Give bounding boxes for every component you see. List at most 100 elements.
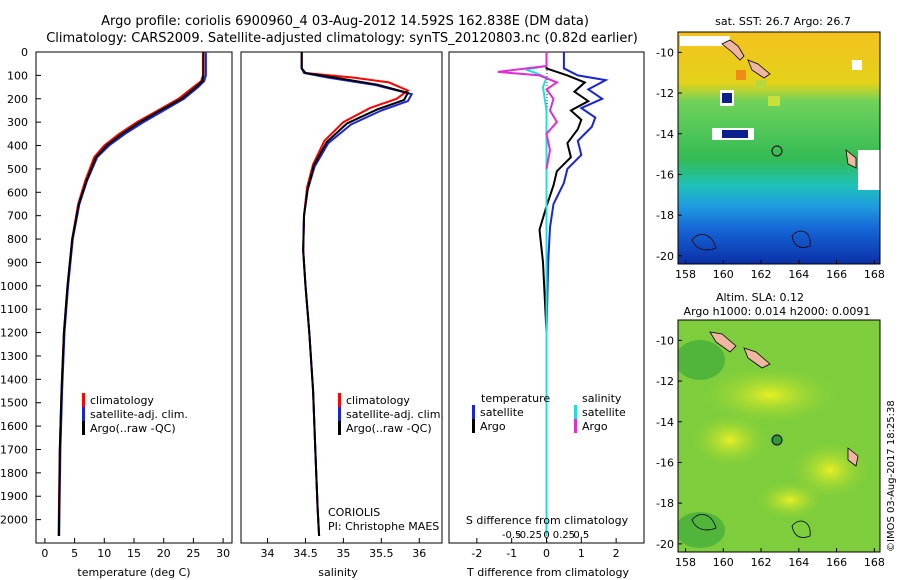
series-line-temperature-satellite <box>545 52 609 536</box>
institution-note: CORIOLIS <box>328 506 380 519</box>
legend-swatch-climatology <box>338 393 341 407</box>
legend-swatch-sal-argo <box>574 419 577 433</box>
depth-tick-label: 800 <box>7 233 28 246</box>
depth-tick-label: 1800 <box>0 467 28 480</box>
legend-swatch-satellite <box>82 407 85 421</box>
contour <box>791 230 811 248</box>
sla-map: Altim. SLA: 0.12 Argo h1000: 0.014 h2000… <box>656 291 885 569</box>
x-tick-label: 35 <box>336 547 350 560</box>
depth-tick-label: 1900 <box>0 490 28 503</box>
lon-tick-label: 166 <box>826 556 847 569</box>
temperature-x-label: temperature (deg C) <box>77 566 190 579</box>
lat-tick-label: -20 <box>656 250 674 263</box>
lat-tick-label: -12 <box>656 87 674 100</box>
s-tick-label: 0 <box>543 530 549 541</box>
imos-timestamp: ©IMOS 03-Aug-2017 18:25:38 <box>886 400 897 552</box>
s-tick-label: -0.5 <box>502 530 522 541</box>
x-tick-label: -2 <box>471 547 482 560</box>
legend-swatch-climatology <box>82 393 85 407</box>
depth-tick-label: 1400 <box>0 373 28 386</box>
contour <box>691 234 717 251</box>
depth-tick-label: 1100 <box>0 303 28 316</box>
temperature-x-ticks: 0 5 10 15 20 25 30 <box>41 538 230 560</box>
difference-s-ticks: -0.5-0.25 0 0.250.5 <box>502 530 589 541</box>
argo-location-marker <box>771 434 783 446</box>
lat-tick-label: -16 <box>656 168 674 181</box>
lon-tick-label: 160 <box>713 268 734 281</box>
lat-tick-label: -20 <box>656 538 674 551</box>
x-tick-label: 30 <box>216 547 230 560</box>
s-tick-label: 0.5 <box>573 530 589 541</box>
sst-patch <box>736 70 746 80</box>
lon-tick-label: 168 <box>864 556 885 569</box>
sst-patch <box>756 80 766 88</box>
lon-tick-label: 164 <box>788 268 809 281</box>
lat-tick-label: -16 <box>656 456 674 469</box>
salinity-lines <box>300 52 414 537</box>
sst-nodata <box>680 36 730 46</box>
t-axis-title: T difference from climatology <box>466 566 629 579</box>
series-line-argo-raw-qc- <box>300 52 410 537</box>
title-line-2: Climatology: CARS2009. Satellite-adjuste… <box>46 31 638 46</box>
s-tick-label: 0.25 <box>553 530 575 541</box>
difference-lines <box>497 52 609 536</box>
lon-tick-label: 160 <box>713 556 734 569</box>
island <box>845 149 857 169</box>
s-tick-label: -0.25 <box>516 530 542 541</box>
legend-label-climatology: climatology <box>90 394 154 407</box>
sla-high <box>755 480 825 520</box>
legend-swatch-argo <box>338 421 341 435</box>
depth-tick-label: 700 <box>7 210 28 223</box>
legend-header-temperature: temperature <box>481 392 550 405</box>
x-tick-label: 0 <box>543 547 550 560</box>
island <box>743 347 771 369</box>
depth-tick-label: 500 <box>7 163 28 176</box>
contour <box>791 520 811 538</box>
lat-tick-label: -10 <box>656 334 674 347</box>
temperature-panel: 0 5 10 15 20 25 30 0 100 200 300 400 500 600 700 800 90… <box>0 46 233 579</box>
lat-tick-label: -14 <box>656 416 674 429</box>
lat-tick-label: -18 <box>656 209 674 222</box>
sst-map-axes: 158 160 162 164 166 168 -10 -12 -14 -16 -18 -20 <box>656 46 885 281</box>
lon-tick-label: 158 <box>675 268 696 281</box>
depth-ticks: 0 100 200 300 400 500 600 700 800 900 1000 1100 1200… <box>0 46 41 527</box>
sst-map-frame <box>677 31 881 265</box>
island <box>847 447 859 467</box>
lat-tick-label: -12 <box>656 375 674 388</box>
x-tick-label: 34.5 <box>293 547 318 560</box>
lon-tick-label: 164 <box>788 556 809 569</box>
sla-low <box>678 512 725 548</box>
legend-label-temp-satellite: satellite <box>480 406 524 419</box>
legend-swatch-temp-satellite <box>472 405 475 419</box>
title-line-1: Argo profile: coriolis 6900960_4 03-Aug-… <box>101 14 589 29</box>
island <box>721 39 745 61</box>
salinity-axes-frame <box>240 51 443 544</box>
x-tick-label: 20 <box>157 547 171 560</box>
x-tick-label: 35.5 <box>369 547 394 560</box>
sst-patch <box>768 96 780 106</box>
x-tick-label: 10 <box>97 547 111 560</box>
sst-nodata <box>858 150 880 190</box>
sst-patch <box>722 130 748 138</box>
sla-map-title-2: Argo h1000: 0.014 h2000: 0.0091 <box>684 305 871 318</box>
salinity-x-label: salinity <box>318 566 358 579</box>
legend-label-climatology: climatology <box>346 394 410 407</box>
x-tick-label: 1 <box>578 547 585 560</box>
sla-low <box>678 340 725 380</box>
legend-swatch-satellite <box>338 407 341 421</box>
legend-label-sal-argo: Argo <box>582 420 608 433</box>
lon-tick-label: 158 <box>675 556 696 569</box>
difference-x-ticks: -2 -1 0 1 2 <box>471 538 620 560</box>
island <box>747 59 771 79</box>
legend-label-temp-argo: Argo <box>480 420 506 433</box>
legend-header-salinity: salinity <box>582 392 622 405</box>
sla-map-axes: 158 160 162 164 166 168 -10 -12 -14 -16 -18 -20 <box>656 334 885 569</box>
sst-nodata <box>852 60 862 70</box>
legend-swatch-sal-satellite <box>574 405 577 419</box>
depth-tick-label: 0 <box>21 46 28 59</box>
contour <box>691 514 717 531</box>
sla-high <box>690 412 770 468</box>
sst-map-title: sat. SST: 26.7 Argo: 26.7 <box>715 15 851 28</box>
x-tick-label: 15 <box>127 547 141 560</box>
